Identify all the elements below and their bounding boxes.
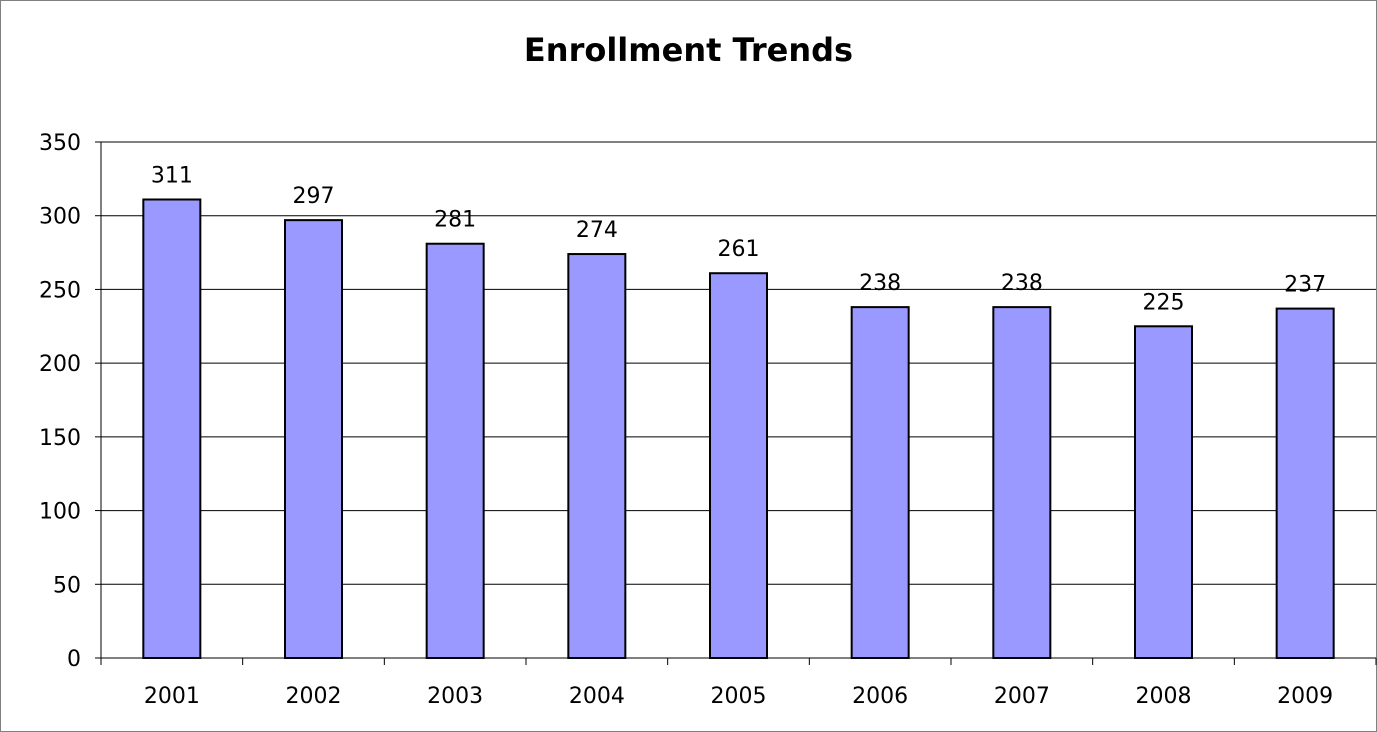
data-label-2004: 274 xyxy=(576,218,618,243)
x-tick-label-2007: 2007 xyxy=(994,684,1050,709)
bar-2003 xyxy=(425,242,485,659)
labels: 0 50 100 150 200 250 300 350 311 2001 297 2002 281 20… xyxy=(39,131,1333,709)
bar-2008 xyxy=(1134,325,1193,659)
y-tick-label: 200 xyxy=(39,352,81,377)
data-label-2003: 281 xyxy=(434,208,476,233)
data-label-2007: 238 xyxy=(1001,271,1043,296)
x-tick-label-2005: 2005 xyxy=(711,684,767,709)
bar-2001 xyxy=(142,198,202,660)
y-tick-label: 350 xyxy=(39,131,81,156)
x-tick-label-2002: 2002 xyxy=(286,684,342,709)
bars xyxy=(142,198,1335,660)
bar-2004 xyxy=(567,253,627,659)
y-tick-label: 150 xyxy=(39,426,81,451)
bar-2002 xyxy=(284,219,343,659)
bar-2006 xyxy=(850,306,910,659)
y-tick-label: 100 xyxy=(39,500,81,525)
y-tick-label: 0 xyxy=(67,647,81,672)
x-tick-label-2004: 2004 xyxy=(569,684,625,709)
x-tick-label-2001: 2001 xyxy=(144,684,200,709)
bar-2007 xyxy=(992,306,1052,659)
data-label-2006: 238 xyxy=(859,271,901,296)
data-label-2002: 297 xyxy=(293,184,335,209)
x-tick-label-2008: 2008 xyxy=(1136,684,1192,709)
x-tick-label-2006: 2006 xyxy=(852,684,908,709)
data-label-2008: 225 xyxy=(1143,290,1185,315)
y-tick-label: 250 xyxy=(39,278,81,303)
x-tick-label-2009: 2009 xyxy=(1277,684,1333,709)
y-tick-label: 50 xyxy=(53,573,81,598)
bar-2005 xyxy=(709,272,768,659)
y-tick-label: 300 xyxy=(39,205,81,230)
data-label-2005: 261 xyxy=(718,237,760,262)
chart-title: Enrollment Trends xyxy=(523,31,854,69)
x-tick-label-2003: 2003 xyxy=(427,684,483,709)
bar-2009 xyxy=(1275,307,1335,659)
data-label-2009: 237 xyxy=(1284,273,1326,298)
data-label-2001: 311 xyxy=(151,163,193,188)
